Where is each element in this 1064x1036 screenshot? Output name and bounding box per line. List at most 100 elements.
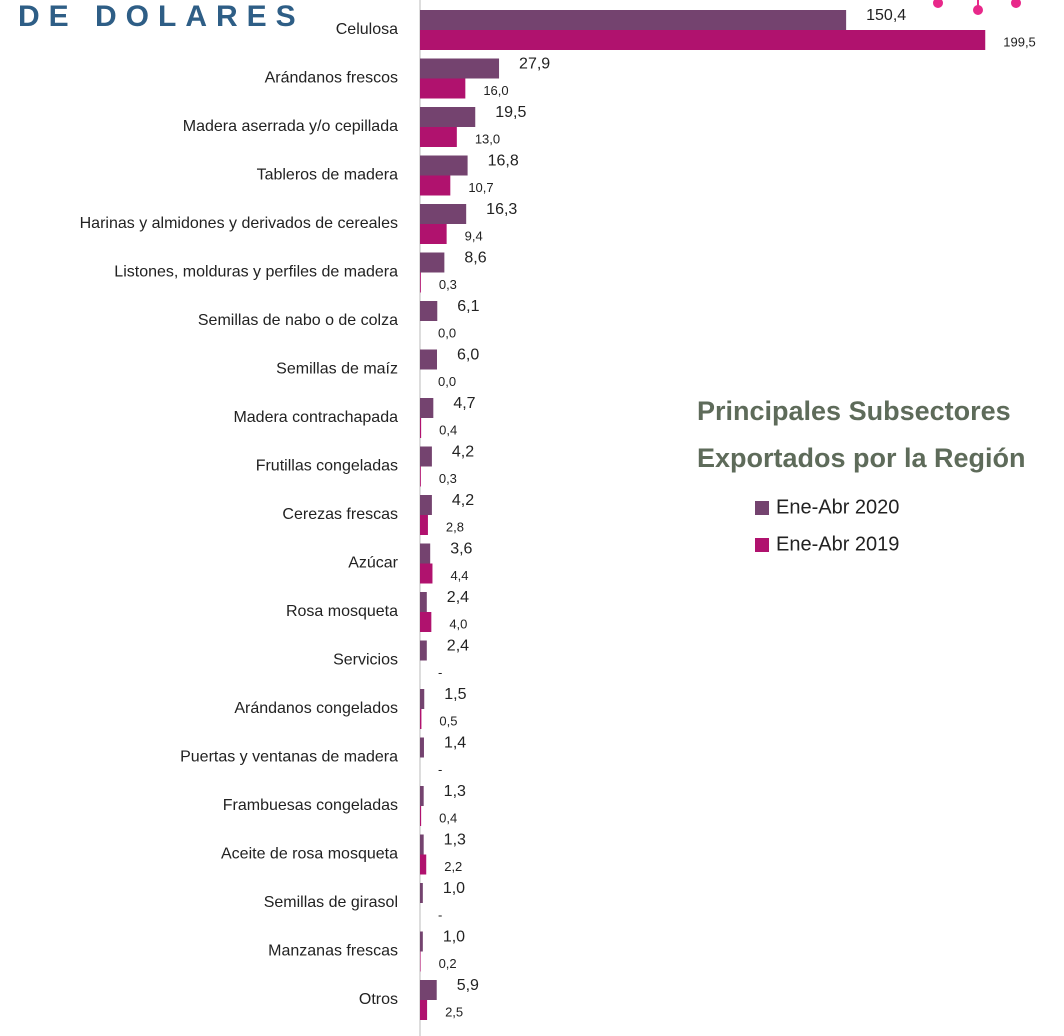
value-label: 150,4	[866, 7, 906, 24]
value-label: 27,9	[519, 56, 550, 73]
legend-label: Ene-Abr 2020	[776, 496, 899, 518]
value-label: 19,5	[495, 104, 526, 121]
category-label: Aceite de rosa mosqueta	[221, 846, 398, 863]
category-label: Manzanas frescas	[268, 943, 398, 960]
bar	[420, 689, 425, 709]
bar	[420, 466, 421, 487]
value-label: 1,5	[444, 686, 466, 703]
value-label: 2,4	[447, 638, 469, 655]
bar	[420, 592, 427, 612]
category-label: Listones, molduras y perfiles de madera	[114, 264, 398, 281]
bar	[420, 272, 421, 293]
value-label: -	[438, 762, 442, 777]
value-label: 0,3	[439, 277, 457, 292]
value-label: 4,2	[452, 492, 474, 509]
bar	[420, 737, 424, 758]
legend-label: Ene-Abr 2019	[776, 533, 899, 555]
category-label: Arándanos frescos	[265, 70, 398, 87]
legend-swatch	[755, 501, 769, 515]
bar	[420, 1000, 428, 1020]
value-label: 0,4	[439, 422, 457, 437]
value-label: 199,5	[1003, 34, 1036, 49]
category-label: Puertas y ventanas de madera	[180, 749, 398, 766]
bar	[420, 446, 432, 467]
value-label: 4,4	[450, 568, 468, 583]
value-label: 0,3	[439, 471, 457, 486]
bar	[420, 418, 422, 438]
category-label: Frutillas congeladas	[256, 458, 398, 475]
value-label: 2,5	[445, 1004, 463, 1019]
legend-swatch	[755, 538, 769, 552]
value-label: 16,3	[486, 201, 517, 218]
value-label: 16,8	[488, 153, 519, 170]
bar	[420, 854, 427, 875]
category-label: Cerezas frescas	[282, 506, 398, 523]
bar	[420, 931, 423, 952]
category-label: Servicios	[333, 652, 398, 669]
category-label: Harinas y almidones y derivados de cerea…	[80, 215, 398, 232]
category-label: Azúcar	[348, 555, 398, 572]
bar	[420, 155, 468, 176]
bar	[420, 883, 423, 903]
value-label: 0,2	[439, 956, 457, 971]
bar	[420, 786, 424, 806]
bar	[420, 252, 445, 273]
category-label: Semillas de maíz	[276, 361, 398, 378]
category-label: Arándanos congelados	[234, 700, 398, 717]
bar	[420, 640, 427, 661]
value-label: 4,2	[452, 444, 474, 461]
value-label: 0,0	[438, 374, 456, 389]
category-label: Celulosa	[336, 21, 398, 38]
value-label: 1,0	[443, 929, 465, 946]
decoration	[933, 0, 1021, 15]
value-label: 1,3	[444, 832, 466, 849]
bar	[420, 10, 847, 30]
bar	[420, 175, 451, 196]
value-label: 6,1	[457, 298, 479, 315]
bar	[420, 834, 424, 855]
title: Exportados por la Región	[697, 443, 1026, 473]
bar	[420, 543, 431, 564]
bar	[420, 58, 500, 79]
value-label: 9,4	[465, 228, 483, 243]
value-label: -	[438, 907, 442, 922]
value-label: 1,0	[443, 880, 465, 897]
bar	[420, 30, 986, 50]
value-label: 2,2	[444, 859, 462, 874]
value-label: 2,4	[447, 589, 469, 606]
value-label: 0,5	[439, 713, 457, 728]
value-label: 4,0	[449, 616, 467, 631]
bar	[420, 78, 466, 99]
value-label: 5,9	[457, 977, 479, 994]
bar	[420, 612, 432, 632]
category-label: Frambuesas congeladas	[223, 797, 398, 814]
category-label: Madera aserrada y/o cepillada	[183, 118, 398, 135]
bar	[420, 806, 422, 826]
top-title: DE DOLARES	[18, 0, 305, 33]
bar	[420, 495, 432, 515]
value-label: 1,4	[444, 735, 466, 752]
value-label: 4,7	[453, 395, 475, 412]
value-label: 1,3	[444, 783, 466, 800]
bar	[420, 204, 467, 224]
bar	[420, 127, 457, 147]
category-label: Rosa mosqueta	[286, 603, 398, 620]
bar	[420, 398, 434, 418]
value-label: 2,8	[446, 519, 464, 534]
bar	[420, 224, 447, 244]
bar	[420, 563, 433, 584]
value-label: 13,0	[475, 131, 500, 146]
value-label: 0,0	[438, 325, 456, 340]
bar	[420, 515, 428, 535]
value-label: 6,0	[457, 347, 479, 364]
value-label: 0,4	[439, 810, 457, 825]
value-label: 10,7	[468, 180, 493, 195]
bar	[420, 349, 437, 370]
category-label: Otros	[359, 991, 398, 1008]
category-label: Semillas de nabo o de colza	[198, 312, 398, 329]
bar	[420, 980, 437, 1000]
value-label: -	[438, 665, 442, 680]
value-label: 16,0	[483, 83, 508, 98]
category-label: Tableros de madera	[257, 167, 399, 184]
